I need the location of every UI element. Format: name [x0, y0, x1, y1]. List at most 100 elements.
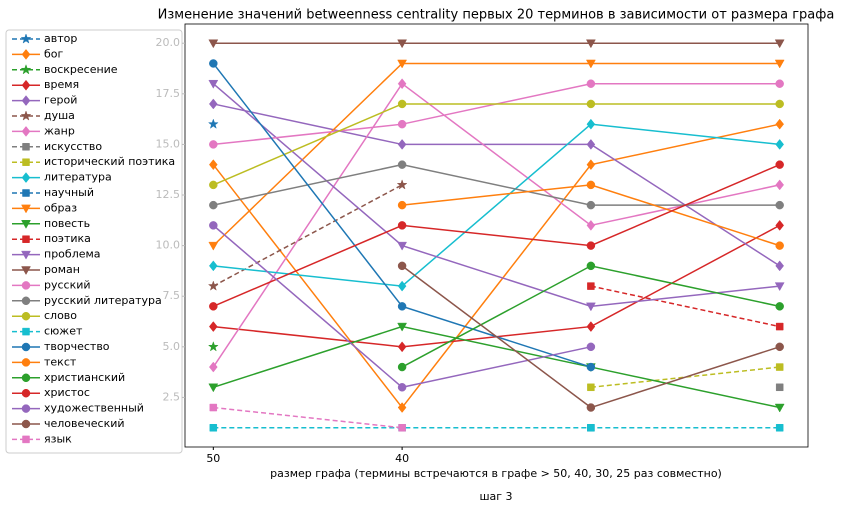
data-point — [586, 79, 596, 88]
data-point — [775, 219, 785, 231]
data-point — [397, 261, 407, 271]
legend-marker — [22, 158, 30, 166]
legend-marker — [22, 189, 30, 197]
legend-marker — [22, 235, 30, 243]
data-point — [775, 118, 785, 130]
legend-marker — [21, 125, 31, 137]
data-point — [775, 79, 784, 88]
legend-label: русский — [44, 278, 91, 291]
series-line — [213, 163, 780, 308]
y-tick-label: 12.5 — [156, 188, 181, 201]
footer: шаг 3 — [479, 490, 512, 503]
data-point — [586, 118, 596, 130]
legend-marker — [21, 172, 31, 184]
legend-marker — [22, 435, 30, 444]
legend-label: герой — [44, 94, 77, 107]
legend-label: повесть — [44, 217, 90, 230]
legend-marker — [21, 342, 31, 352]
legend — [5, 29, 183, 454]
data-point — [208, 361, 218, 373]
series-line — [212, 123, 780, 409]
data-point — [209, 59, 218, 68]
data-point — [775, 424, 784, 432]
series-line — [402, 184, 780, 247]
chart-title: Изменение значений betweenness centralit… — [158, 8, 835, 23]
data-point — [208, 159, 218, 171]
data-point — [586, 241, 596, 250]
data-point — [586, 200, 596, 210]
data-point — [209, 424, 218, 432]
data-point — [397, 383, 407, 392]
data-point — [397, 39, 408, 49]
data-point — [774, 282, 785, 292]
data-point — [397, 119, 407, 129]
data-point — [208, 321, 218, 332]
data-point — [775, 260, 785, 272]
legend-marker — [21, 358, 31, 367]
legend-marker — [21, 204, 31, 214]
data-point — [775, 363, 784, 371]
data-point — [585, 59, 596, 69]
data-point — [774, 39, 785, 49]
data-point — [774, 59, 785, 69]
legend-label: художественный — [44, 402, 144, 415]
data-point — [586, 342, 596, 352]
legend-label: научный — [44, 186, 94, 199]
legend-label: текст — [44, 355, 77, 368]
data-point — [775, 139, 785, 150]
data-point — [775, 160, 784, 169]
data-point — [397, 99, 407, 109]
data-point — [209, 403, 218, 412]
legend-label: сюжет — [44, 325, 83, 338]
y-tick-label: 10.0 — [156, 239, 181, 252]
data-point — [586, 321, 596, 332]
series-line — [212, 83, 780, 308]
data-point — [397, 160, 407, 169]
legend-marker — [21, 220, 31, 229]
data-point — [775, 241, 784, 250]
data-point — [397, 78, 407, 90]
data-point — [209, 221, 218, 230]
legend-label: христос — [44, 386, 90, 399]
legend-marker — [21, 281, 31, 290]
legend-label: поэтика — [44, 232, 91, 245]
legend-label: проблема — [44, 248, 101, 261]
legend-marker — [21, 79, 31, 91]
y-tick-label: 17.5 — [156, 87, 181, 100]
data-point — [775, 322, 784, 331]
data-point — [397, 241, 408, 251]
data-point — [586, 219, 596, 231]
data-point — [775, 383, 784, 392]
data-point — [207, 118, 219, 129]
data-point — [208, 260, 218, 272]
legend-label: язык — [44, 432, 72, 445]
data-point — [397, 139, 407, 150]
data-point — [586, 403, 596, 412]
data-point — [586, 362, 596, 372]
y-tick-label: 20.0 — [156, 36, 181, 49]
data-point — [586, 261, 596, 271]
data-point — [208, 383, 219, 393]
series-line — [213, 325, 780, 409]
legend-label: человеческий — [44, 417, 125, 430]
x-tick-label: 40 — [395, 452, 409, 465]
legend-label: творчество — [44, 340, 110, 353]
legend-marker — [20, 110, 32, 121]
legend-marker — [20, 33, 32, 44]
plot-frame — [184, 23, 809, 448]
legend-label: жанр — [44, 124, 75, 137]
data-point — [396, 179, 408, 190]
data-point — [397, 341, 407, 353]
y-tick-label: 5.0 — [163, 340, 181, 353]
legend-label: автор — [44, 32, 77, 45]
data-point — [774, 403, 785, 413]
data-point — [775, 179, 785, 191]
data-point — [397, 200, 407, 210]
legend-marker — [22, 327, 30, 336]
data-point — [209, 200, 218, 210]
data-point — [397, 221, 407, 230]
series-line — [213, 103, 780, 186]
data-point — [586, 159, 596, 171]
data-point — [208, 98, 218, 110]
